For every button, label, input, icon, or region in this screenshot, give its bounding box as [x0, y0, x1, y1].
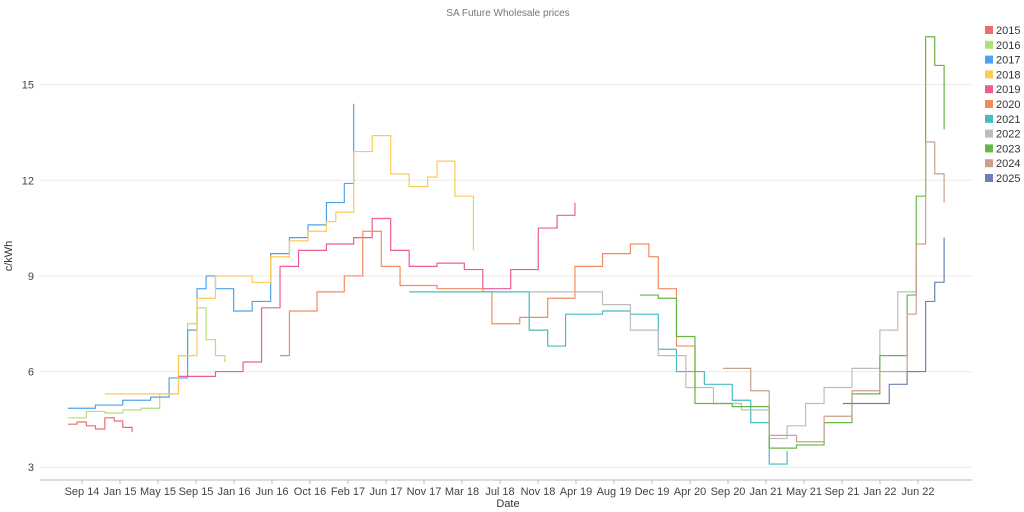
x-tick-label: Jun 17 [369, 486, 402, 498]
y-tick-label: 6 [28, 367, 34, 379]
series-line-2019 [178, 202, 576, 377]
x-tick-label: Sep 14 [65, 486, 100, 498]
y-axis-title: c/kWh [3, 241, 15, 272]
x-tick-label: Dec 19 [635, 486, 670, 498]
legend-swatch-2018[interactable] [985, 70, 993, 79]
series-line-2020 [280, 230, 696, 391]
legend-swatch-2024[interactable] [985, 159, 993, 168]
x-tick-label: May 15 [140, 486, 176, 498]
series-line-2024 [722, 141, 945, 443]
x-tick-label: Apr 20 [674, 486, 706, 498]
x-tick-label: May 21 [786, 486, 822, 498]
series-line-2015 [67, 417, 133, 433]
legend-label-2022[interactable]: 2022 [996, 129, 1020, 141]
legend-label-2020[interactable]: 2020 [996, 99, 1020, 111]
series-line-2018 [104, 135, 475, 395]
gridlines [40, 84, 972, 468]
series-line-2016 [67, 307, 226, 419]
legend-label-2015[interactable]: 2015 [996, 25, 1020, 37]
legend-swatch-2019[interactable] [985, 85, 993, 94]
x-tick-label: Apr 19 [560, 486, 592, 498]
x-tick-label: Jan 21 [749, 486, 782, 498]
y-tick-label: 3 [28, 462, 34, 474]
series-line-2025 [842, 237, 945, 405]
series-line-2017 [67, 103, 355, 409]
x-axis: Sep 14 Jan 15 May 15 Sep 15 Jan 16 Jun 16 Oct … [40, 479, 972, 498]
x-tick-label: Mar 18 [445, 486, 479, 498]
x-tick-label: Jan 16 [217, 486, 250, 498]
x-tick-label: Feb 17 [331, 486, 365, 498]
legend-swatch-2022[interactable] [985, 129, 993, 138]
legend-label-2025[interactable]: 2025 [996, 173, 1020, 185]
x-tick-label: Jan 15 [103, 486, 136, 498]
x-axis-title: Date [496, 498, 519, 510]
legend-label-2018[interactable]: 2018 [996, 69, 1020, 81]
x-tick-label: Sep 21 [825, 486, 860, 498]
legend-swatch-2023[interactable] [985, 144, 993, 153]
legend-swatch-2020[interactable] [985, 100, 993, 108]
y-tick-label: 12 [22, 175, 34, 187]
x-tick-label: Nov 18 [521, 486, 556, 498]
y-tick-label: 15 [22, 80, 34, 92]
x-tick-label: Oct 16 [294, 486, 326, 498]
legend-swatch-2015[interactable] [985, 26, 993, 34]
legend-label-2023[interactable]: 2023 [996, 143, 1020, 155]
x-tick-label: Jun 16 [255, 486, 288, 498]
series-line-2021 [409, 291, 788, 465]
chart-title: SA Future Wholesale prices [446, 8, 569, 19]
legend-swatch-2016[interactable] [985, 40, 993, 49]
x-tick-label: Jan 22 [863, 486, 896, 498]
legend-label-2017[interactable]: 2017 [996, 55, 1020, 67]
y-axis: 3 6 9 12 15 [22, 80, 34, 475]
y-tick-label: 9 [28, 271, 34, 283]
legend-label-2019[interactable]: 2019 [996, 84, 1020, 96]
x-tick-label: Sep 20 [711, 486, 746, 498]
legend-swatch-2017[interactable] [985, 55, 993, 64]
x-tick-label: Nov 17 [407, 486, 442, 498]
legend-label-2021[interactable]: 2021 [996, 114, 1020, 126]
x-tick-label: Aug 19 [597, 486, 632, 498]
x-tick-label: Jun 22 [901, 486, 934, 498]
legend-label-2024[interactable]: 2024 [996, 158, 1020, 170]
x-tick-label: Jul 18 [485, 486, 514, 498]
legend: 2015 2016 2017 2018 2019 2020 2021 2022 2023 2024… [985, 25, 1020, 185]
plot-area [67, 36, 945, 465]
legend-swatch-2025[interactable] [985, 174, 993, 182]
x-tick-label: Sep 15 [179, 486, 214, 498]
series-line-2022 [529, 259, 917, 440]
legend-label-2016[interactable]: 2016 [996, 40, 1020, 52]
legend-swatch-2021[interactable] [985, 114, 993, 123]
